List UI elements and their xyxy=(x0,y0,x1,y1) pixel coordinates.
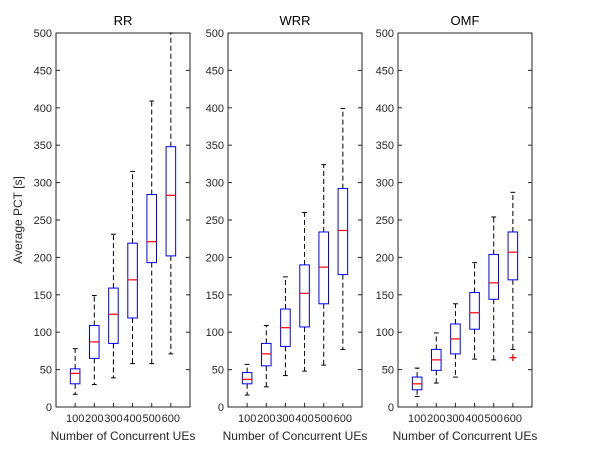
x-axis-label: Number of Concurrent UEs xyxy=(393,429,538,443)
y-tick-label: 300 xyxy=(376,178,394,190)
iqr-box xyxy=(318,231,329,305)
axes-frame xyxy=(55,32,191,408)
iqr-box xyxy=(507,231,519,281)
y-tick-label: 450 xyxy=(376,65,394,77)
x-tick-label: 200 xyxy=(257,413,275,425)
box-300 xyxy=(108,233,119,379)
axes-frame xyxy=(227,32,363,408)
y-tick-label: 50 xyxy=(40,365,52,377)
iqr-box xyxy=(261,342,272,367)
y-tick-label: 100 xyxy=(34,327,52,339)
outlier-marker xyxy=(509,354,517,362)
y-tick-label: 250 xyxy=(376,215,394,227)
iqr-box xyxy=(69,368,81,385)
y-tick-label: 200 xyxy=(376,252,394,264)
x-tick-label: 100 xyxy=(238,413,256,425)
x-tick-label: 400 xyxy=(295,413,313,425)
iqr-box xyxy=(146,194,158,264)
y-tick-label: 100 xyxy=(376,327,394,339)
x-axis-label: Number of Concurrent UEs xyxy=(223,429,368,443)
box-300 xyxy=(450,303,461,378)
box-200 xyxy=(431,332,442,384)
y-tick-label: 200 xyxy=(34,252,52,264)
x-tick-label: 600 xyxy=(504,413,522,425)
x-tick-label: 300 xyxy=(446,413,464,425)
y-tick-label: 0 xyxy=(218,402,224,414)
y-tick-label: 500 xyxy=(206,28,224,40)
x-tick-label: 500 xyxy=(315,413,333,425)
box-600 xyxy=(165,32,177,355)
iqr-box xyxy=(488,253,499,300)
y-tick-label: 300 xyxy=(206,178,224,190)
y-tick-label: 0 xyxy=(46,402,52,414)
x-tick-label: 500 xyxy=(143,413,161,425)
y-tick-label: 400 xyxy=(34,103,52,115)
y-tick-label: 250 xyxy=(34,215,52,227)
y-tick-label: 450 xyxy=(34,65,52,77)
x-axis-label: Number of Concurrent UEs xyxy=(51,429,196,443)
y-tick-label: 500 xyxy=(34,28,52,40)
box-500 xyxy=(488,216,499,361)
x-tick-label: 300 xyxy=(276,413,294,425)
y-tick-label: 350 xyxy=(206,140,224,152)
x-tick-label: 500 xyxy=(485,413,503,425)
box-100 xyxy=(69,348,81,395)
y-tick-label: 350 xyxy=(376,140,394,152)
y-tick-label: 400 xyxy=(376,103,394,115)
iqr-box xyxy=(469,292,480,330)
axes-frame xyxy=(397,32,533,408)
box-200 xyxy=(89,295,100,386)
box-600 xyxy=(507,191,519,350)
box-100 xyxy=(411,367,423,398)
y-tick-label: 300 xyxy=(34,178,52,190)
box-400 xyxy=(469,262,480,360)
box-400 xyxy=(299,212,310,372)
y-tick-label: 400 xyxy=(206,103,224,115)
y-tick-label: 450 xyxy=(206,65,224,77)
panel-title: OMF xyxy=(451,13,480,28)
y-tick-label: 50 xyxy=(382,365,394,377)
y-tick-label: 250 xyxy=(206,215,224,227)
box-400 xyxy=(127,170,138,365)
panel-title: RR xyxy=(114,13,133,28)
box-500 xyxy=(146,100,158,365)
panel-title: WRR xyxy=(279,13,310,28)
box-600 xyxy=(337,108,349,350)
x-tick-label: 400 xyxy=(465,413,483,425)
y-tick-label: 150 xyxy=(376,290,394,302)
iqr-box xyxy=(299,264,310,328)
iqr-box xyxy=(127,242,138,319)
x-tick-label: 200 xyxy=(427,413,445,425)
x-tick-label: 200 xyxy=(85,413,103,425)
y-tick-label: 150 xyxy=(206,290,224,302)
iqr-box xyxy=(337,188,349,276)
y-axis-label: Average PCT [s] xyxy=(11,176,25,264)
x-tick-label: 100 xyxy=(66,413,84,425)
iqr-box xyxy=(241,372,253,385)
iqr-box xyxy=(165,146,177,257)
box-200 xyxy=(261,324,272,388)
y-tick-label: 200 xyxy=(206,252,224,264)
x-tick-label: 600 xyxy=(334,413,352,425)
box-300 xyxy=(280,276,291,377)
x-tick-label: 400 xyxy=(123,413,141,425)
x-tick-label: 100 xyxy=(408,413,426,425)
x-tick-label: 600 xyxy=(162,413,180,425)
box-100 xyxy=(241,363,253,396)
box-500 xyxy=(318,164,329,366)
x-tick-label: 300 xyxy=(104,413,122,425)
y-tick-label: 100 xyxy=(206,327,224,339)
y-tick-label: 50 xyxy=(212,365,224,377)
y-tick-label: 150 xyxy=(34,290,52,302)
y-tick-label: 500 xyxy=(376,28,394,40)
iqr-box xyxy=(108,287,119,344)
y-tick-label: 350 xyxy=(34,140,52,152)
y-tick-label: 0 xyxy=(388,402,394,414)
